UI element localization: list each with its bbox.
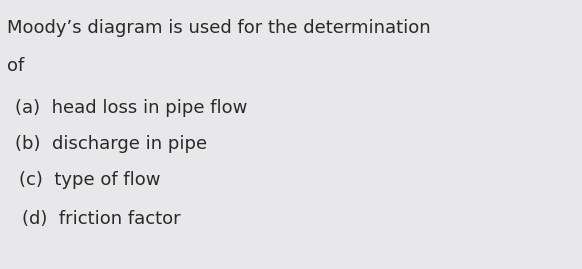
Text: (a)  head loss in pipe flow: (a) head loss in pipe flow bbox=[15, 99, 247, 116]
Text: (c)  type of flow: (c) type of flow bbox=[19, 171, 160, 189]
Text: (b)  discharge in pipe: (b) discharge in pipe bbox=[15, 135, 207, 153]
Text: (d)  friction factor: (d) friction factor bbox=[22, 210, 181, 228]
Text: of: of bbox=[7, 57, 24, 75]
Text: Moody’s diagram is used for the determination: Moody’s diagram is used for the determin… bbox=[7, 19, 431, 37]
